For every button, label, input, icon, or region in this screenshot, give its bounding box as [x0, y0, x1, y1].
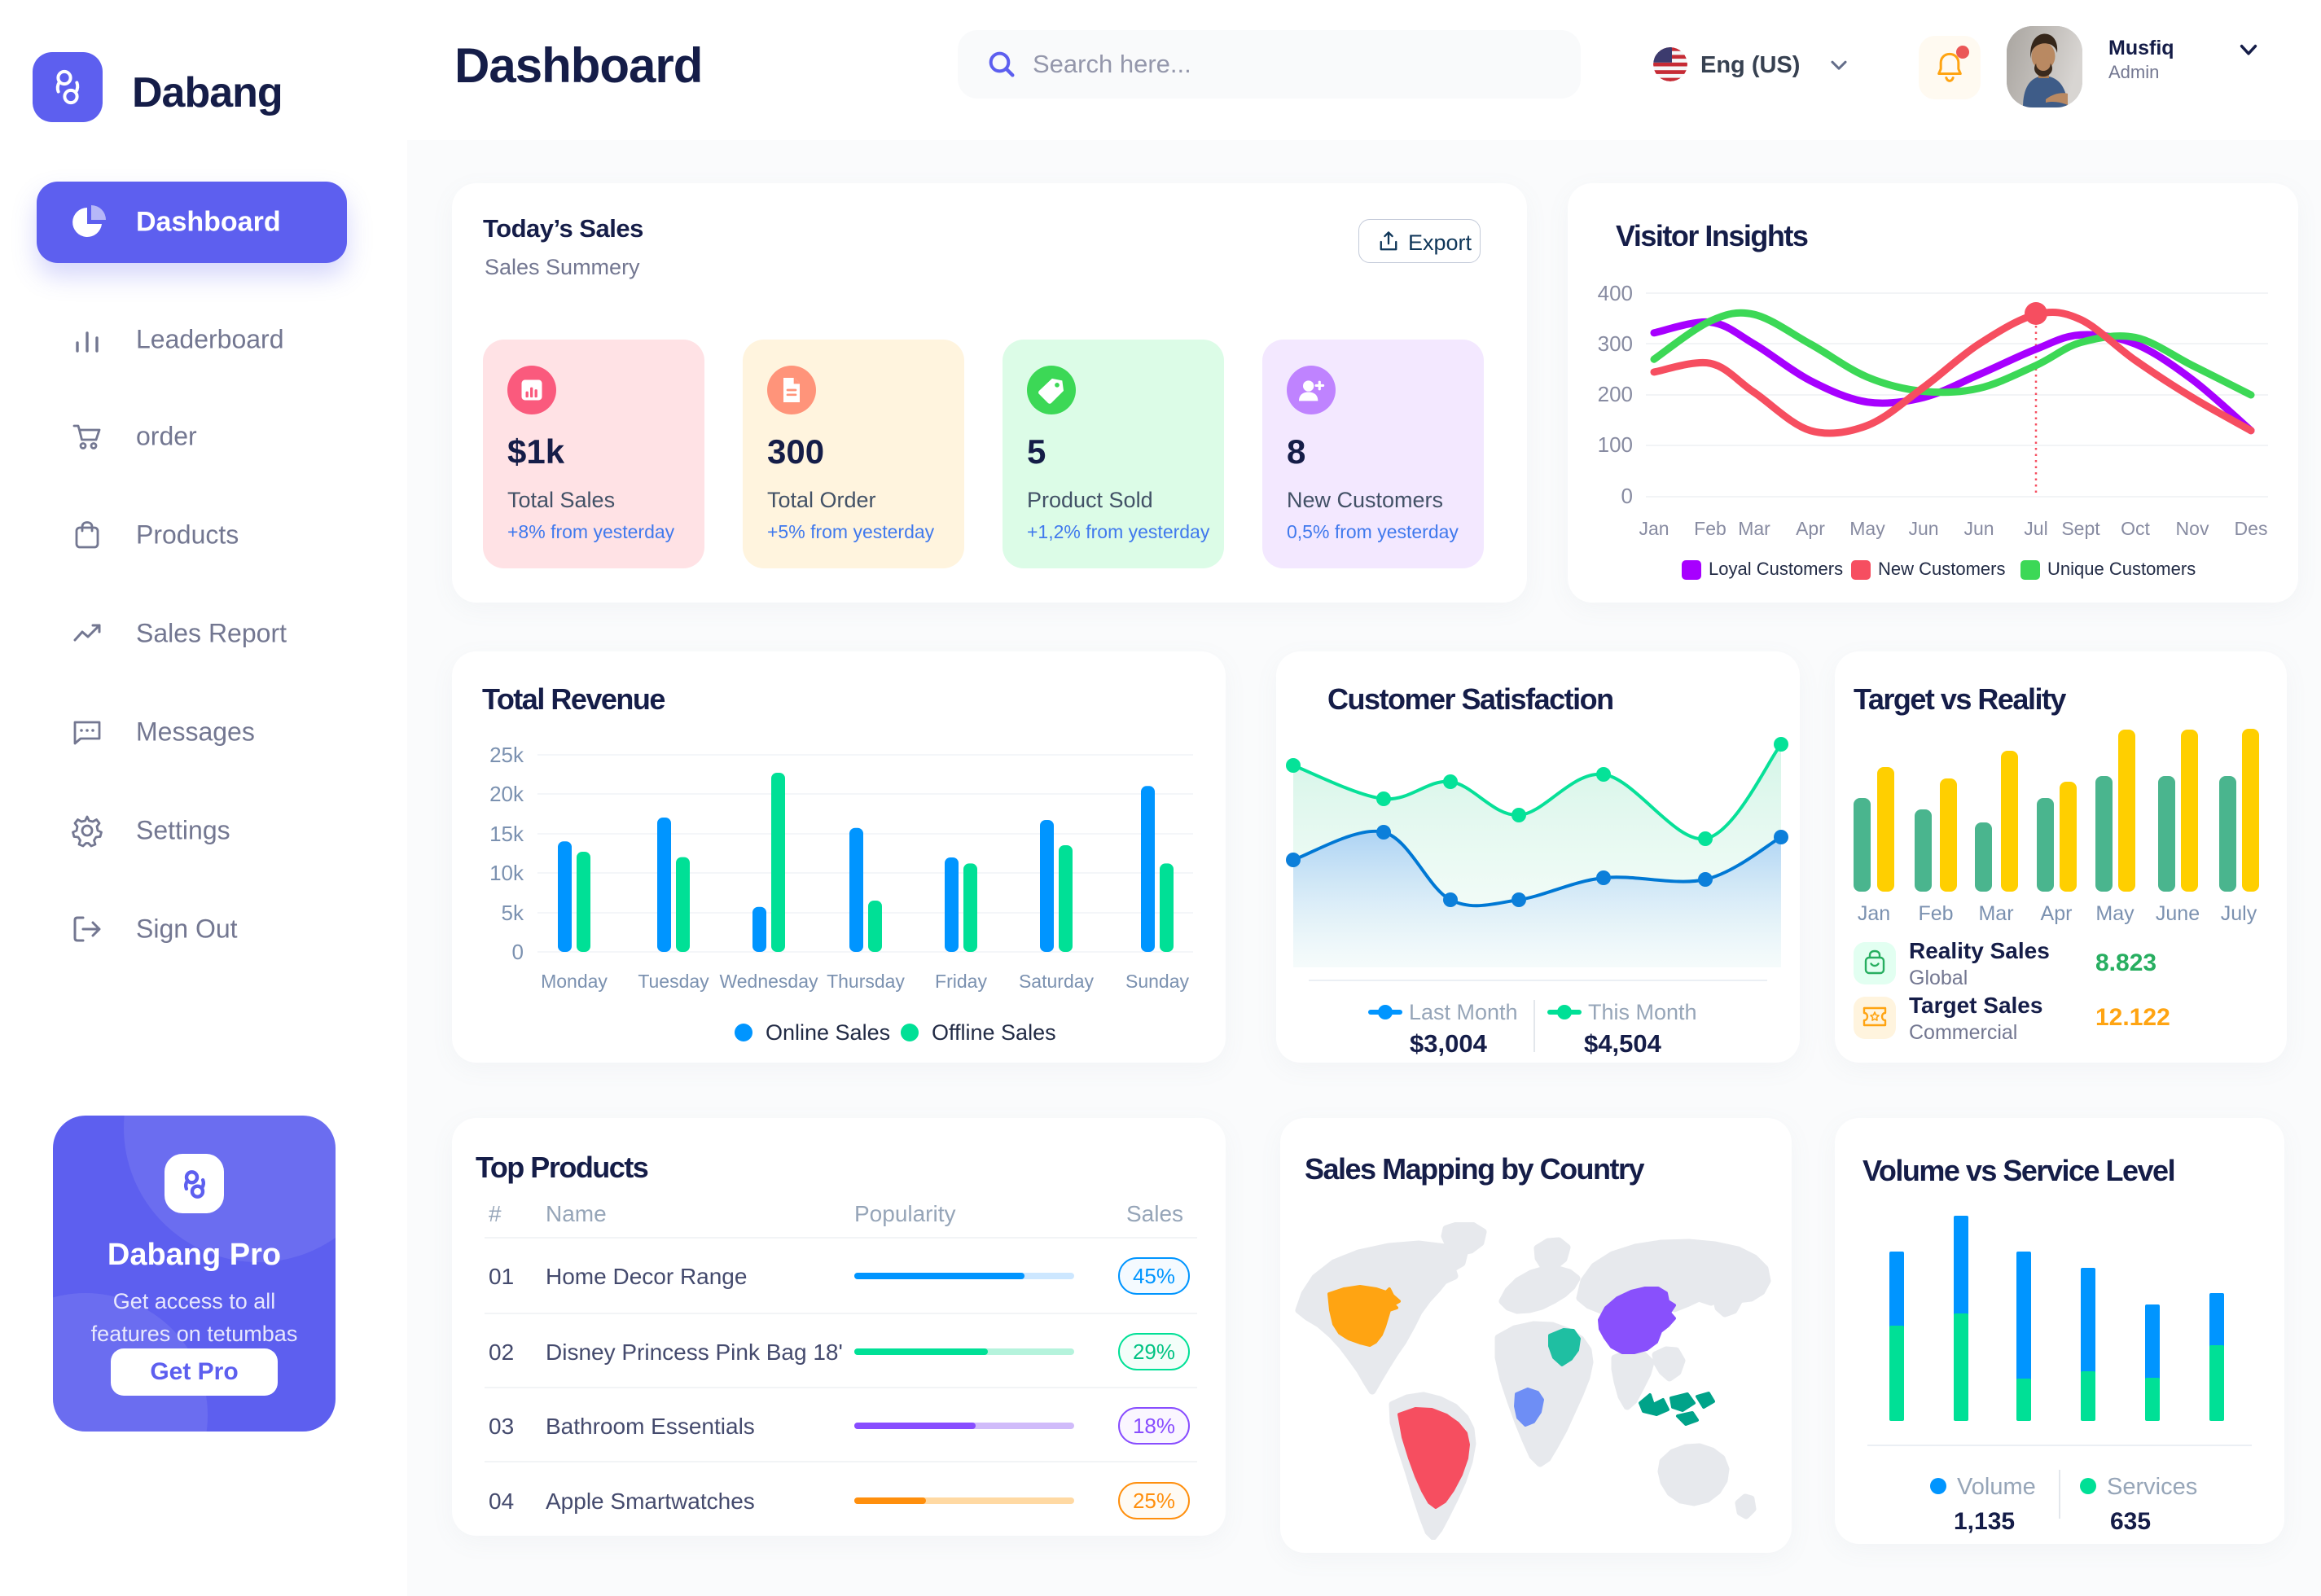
svg-text:Loyal Customers: Loyal Customers — [1709, 559, 1843, 579]
svg-text:Feb: Feb — [1694, 518, 1726, 539]
svg-text:$3,004: $3,004 — [1410, 1029, 1488, 1058]
svg-text:Sales: Sales — [1126, 1201, 1183, 1226]
svg-text:This Month: This Month — [1588, 1000, 1697, 1024]
svg-text:Offline Sales: Offline Sales — [932, 1020, 1056, 1045]
svg-text:Popularity: Popularity — [854, 1201, 956, 1226]
svg-text:Mar: Mar — [1978, 902, 2013, 925]
svg-text:Sunday: Sunday — [1125, 971, 1190, 992]
svg-text:Mar: Mar — [1738, 518, 1770, 539]
svg-text:Friday: Friday — [935, 971, 987, 992]
svg-text:Jan: Jan — [1639, 518, 1669, 539]
svg-text:8.823: 8.823 — [2095, 949, 2156, 976]
svg-text:0: 0 — [512, 940, 524, 964]
svg-text:300: 300 — [1598, 331, 1633, 356]
svg-text:New Customers: New Customers — [1878, 559, 2005, 579]
svg-text:Oct: Oct — [2121, 518, 2150, 539]
svg-text:Unique Customers: Unique Customers — [2047, 559, 2196, 579]
svg-text:02: 02 — [489, 1340, 514, 1365]
svg-text:Online Sales: Online Sales — [766, 1020, 890, 1045]
svg-text:Global: Global — [1909, 967, 1968, 989]
svg-text:June: June — [2156, 902, 2200, 925]
svg-text:29%: 29% — [1133, 1340, 1175, 1364]
svg-text:Monday: Monday — [541, 971, 608, 992]
svg-text:Home Decor Range: Home Decor Range — [546, 1264, 747, 1289]
svg-text:04: 04 — [489, 1489, 514, 1514]
svg-text:Reality Sales: Reality Sales — [1909, 938, 2050, 963]
svg-text:Wednesday: Wednesday — [719, 971, 818, 992]
svg-text:25%: 25% — [1133, 1489, 1175, 1513]
svg-text:Jun: Jun — [1963, 518, 1994, 539]
svg-text:5k: 5k — [502, 901, 524, 925]
svg-text:Apple Smartwatches: Apple Smartwatches — [546, 1489, 755, 1514]
svg-text:Nov: Nov — [2176, 518, 2209, 539]
svg-text:Saturday: Saturday — [1019, 971, 1095, 992]
svg-text:Tuesday: Tuesday — [638, 971, 709, 992]
svg-text:0: 0 — [1621, 484, 1633, 508]
svg-text:Last Month: Last Month — [1409, 1000, 1518, 1024]
svg-text:18%: 18% — [1133, 1414, 1175, 1438]
svg-text:Services: Services — [2107, 1474, 2197, 1500]
svg-text:1,135: 1,135 — [1954, 1508, 2015, 1535]
svg-text:Jun: Jun — [1908, 518, 1938, 539]
svg-text:Des: Des — [2235, 518, 2268, 539]
svg-text:Disney Princess Pink Bag 18': Disney Princess Pink Bag 18' — [546, 1340, 843, 1365]
svg-text:10k: 10k — [489, 861, 524, 885]
svg-text:Thursday: Thursday — [827, 971, 905, 992]
svg-text:Jan: Jan — [1858, 902, 1890, 925]
svg-text:May: May — [2095, 902, 2135, 925]
svg-text:635: 635 — [2110, 1508, 2151, 1535]
svg-text:15k: 15k — [489, 822, 524, 846]
svg-text:$4,504: $4,504 — [1584, 1029, 1662, 1058]
svg-text:200: 200 — [1598, 382, 1633, 406]
svg-text:Sept: Sept — [2061, 518, 2100, 539]
svg-text:25k: 25k — [489, 743, 524, 767]
svg-text:100: 100 — [1598, 432, 1633, 457]
svg-text:Volume: Volume — [1957, 1474, 2036, 1500]
svg-text:July: July — [2221, 902, 2257, 925]
svg-text:May: May — [1849, 518, 1885, 539]
svg-text:Commercial: Commercial — [1909, 1021, 2017, 1044]
svg-text:Target Sales: Target Sales — [1909, 993, 2042, 1018]
svg-text:45%: 45% — [1133, 1264, 1175, 1288]
svg-text:Jul: Jul — [2024, 518, 2047, 539]
svg-text:03: 03 — [489, 1414, 514, 1439]
svg-text:Bathroom Essentials: Bathroom Essentials — [546, 1414, 755, 1439]
svg-text:01: 01 — [489, 1264, 514, 1289]
svg-text:Apr: Apr — [1796, 518, 1825, 539]
svg-text:Name: Name — [546, 1201, 607, 1226]
svg-text:Apr: Apr — [2041, 902, 2073, 925]
svg-text:20k: 20k — [489, 782, 524, 806]
svg-text:Feb: Feb — [1918, 902, 1953, 925]
svg-text:#: # — [489, 1201, 502, 1226]
svg-text:400: 400 — [1598, 281, 1633, 305]
svg-text:12.122: 12.122 — [2095, 1004, 2170, 1031]
